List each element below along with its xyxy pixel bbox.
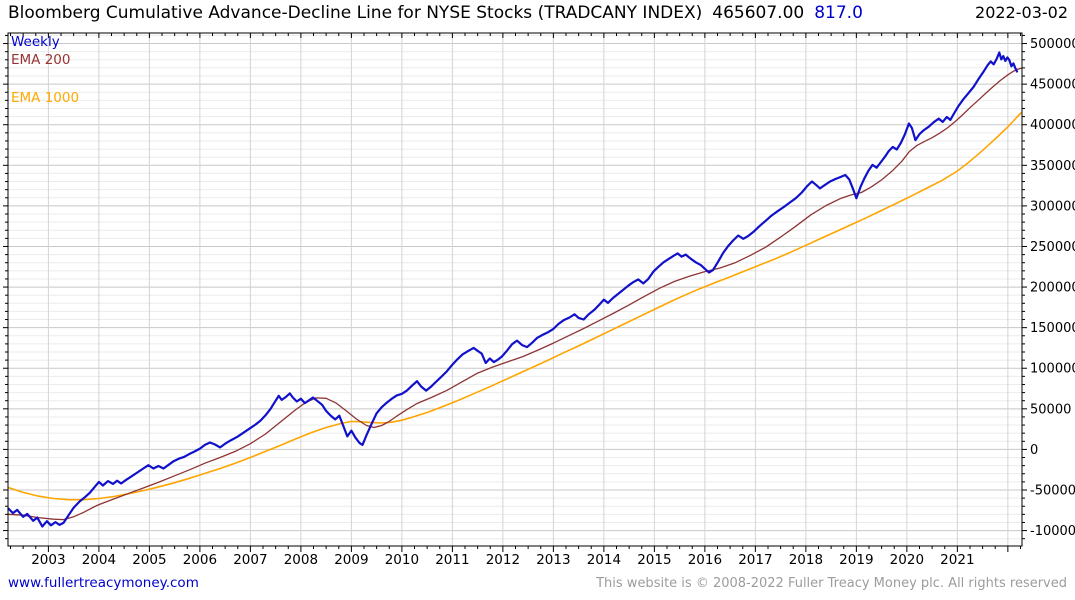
svg-text:-50000: -50000: [1030, 483, 1075, 498]
svg-text:500000: 500000: [1030, 37, 1075, 52]
legend-item-weekly: Weekly: [11, 34, 60, 50]
last-value: 465607.00: [712, 3, 805, 23]
title-bar: Bloomberg Cumulative Advance-Decline Lin…: [8, 3, 1068, 23]
svg-text:0: 0: [1030, 443, 1038, 458]
svg-text:2003: 2003: [31, 552, 65, 568]
footer-copyright: This website is © 2008-2022 Fuller Treac…: [596, 576, 1067, 591]
svg-text:400000: 400000: [1030, 118, 1075, 133]
svg-text:100000: 100000: [1030, 362, 1075, 377]
svg-text:2009: 2009: [334, 552, 368, 568]
footer-site-link[interactable]: www.fullertreacymoney.com: [8, 575, 199, 591]
svg-text:2006: 2006: [183, 552, 217, 568]
legend-item-ema200: EMA 200: [11, 52, 71, 68]
svg-text:2014: 2014: [587, 552, 621, 568]
svg-text:2004: 2004: [82, 552, 116, 568]
svg-text:-100000: -100000: [1030, 524, 1075, 539]
svg-text:2015: 2015: [637, 552, 671, 568]
change-value: 817.0: [814, 3, 863, 23]
svg-text:200000: 200000: [1030, 281, 1075, 296]
svg-text:2005: 2005: [132, 552, 166, 568]
svg-text:2020: 2020: [890, 552, 924, 568]
svg-text:2008: 2008: [284, 552, 318, 568]
svg-text:300000: 300000: [1030, 199, 1075, 214]
svg-text:50000: 50000: [1030, 402, 1071, 417]
svg-text:2018: 2018: [789, 552, 823, 568]
svg-text:450000: 450000: [1030, 78, 1075, 93]
svg-text:2021: 2021: [940, 552, 974, 568]
svg-text:2017: 2017: [738, 552, 772, 568]
chart-title: Bloomberg Cumulative Advance-Decline Lin…: [8, 3, 703, 23]
svg-text:2011: 2011: [435, 552, 469, 568]
svg-text:350000: 350000: [1030, 159, 1075, 174]
svg-text:2013: 2013: [536, 552, 570, 568]
svg-text:250000: 250000: [1030, 240, 1075, 255]
svg-text:2012: 2012: [486, 552, 520, 568]
svg-text:2016: 2016: [688, 552, 722, 568]
svg-text:2019: 2019: [839, 552, 873, 568]
legend-item-ema1000: EMA 1000: [11, 90, 80, 106]
svg-text:150000: 150000: [1030, 321, 1075, 336]
svg-text:2007: 2007: [233, 552, 267, 568]
chart-date: 2022-03-02: [975, 3, 1068, 22]
svg-text:2010: 2010: [385, 552, 419, 568]
